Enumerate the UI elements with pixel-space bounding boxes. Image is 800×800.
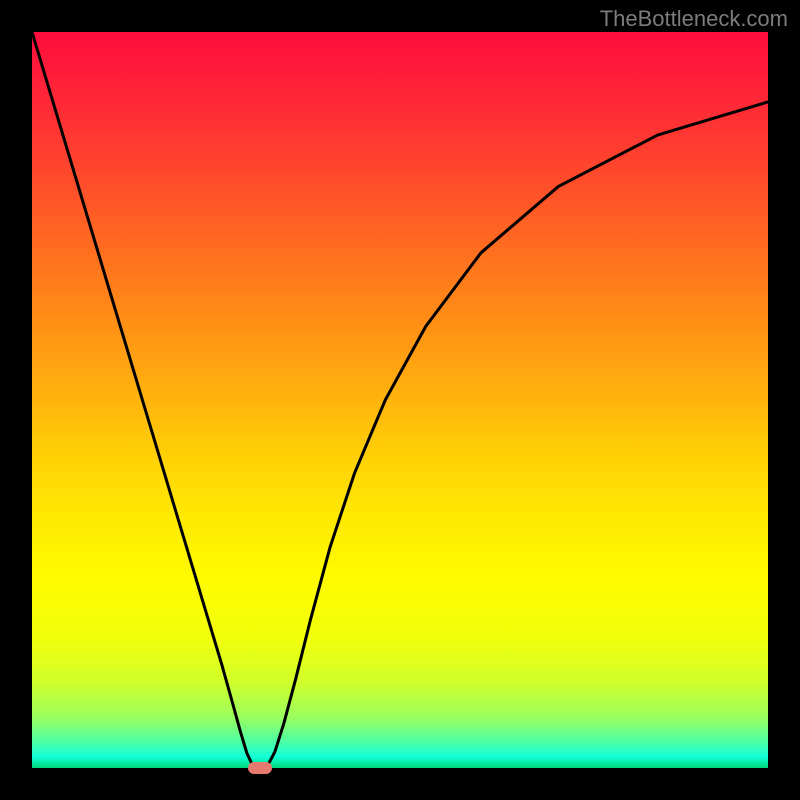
- min-marker: [248, 762, 272, 774]
- chart-svg: [32, 32, 768, 768]
- bottleneck-curve: [32, 32, 768, 768]
- plot-area: [32, 32, 768, 768]
- chart-container: { "meta": { "watermark": "TheBottleneck.…: [0, 0, 800, 800]
- watermark-text: TheBottleneck.com: [600, 6, 788, 32]
